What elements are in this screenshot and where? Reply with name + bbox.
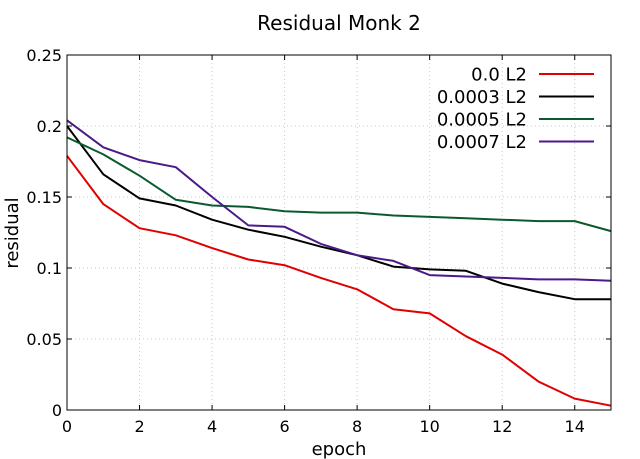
legend-label-2: 0.0005 L2 [437, 110, 527, 131]
legend: 0.0 L20.0003 L20.0005 L20.0007 L2 [437, 65, 594, 153]
x-axis-label: epoch [312, 439, 367, 459]
x-tick-label: 10 [419, 417, 439, 436]
x-tick-label: 6 [280, 417, 290, 436]
x-tick-label: 8 [352, 417, 362, 436]
x-tick-label: 0 [62, 417, 72, 436]
y-axis-label: residual [2, 197, 23, 268]
y-tick-label: 0 [52, 401, 62, 420]
y-tick-label: 0.05 [26, 330, 62, 349]
series-line-1 [66, 125, 611, 301]
y-tick-label: 0.1 [37, 259, 62, 278]
y-tick-label: 0.2 [37, 117, 62, 136]
series-line-2 [66, 136, 612, 233]
chart-title: Residual Monk 2 [257, 11, 421, 35]
legend-label-0: 0.0 L2 [471, 65, 527, 86]
series-line-3 [66, 119, 612, 282]
y-tick-label: 0.15 [26, 188, 62, 207]
grid [66, 54, 611, 411]
axis-ticks: 0 2 4 6 8 10 12 14 0 0.05 0.1 0.15 0.2 0.25 [26, 46, 611, 436]
x-tick-label: 2 [134, 417, 144, 436]
series-lines [66, 119, 612, 407]
series-line-0 [66, 155, 612, 407]
x-tick-label: 4 [207, 417, 217, 436]
legend-label-3: 0.0007 L2 [437, 132, 527, 153]
y-tick-label: 0.25 [26, 46, 62, 65]
x-tick-label: 14 [565, 417, 585, 436]
plot-frame [66, 54, 612, 411]
legend-label-1: 0.0003 L2 [437, 87, 527, 108]
x-tick-label: 12 [492, 417, 512, 436]
